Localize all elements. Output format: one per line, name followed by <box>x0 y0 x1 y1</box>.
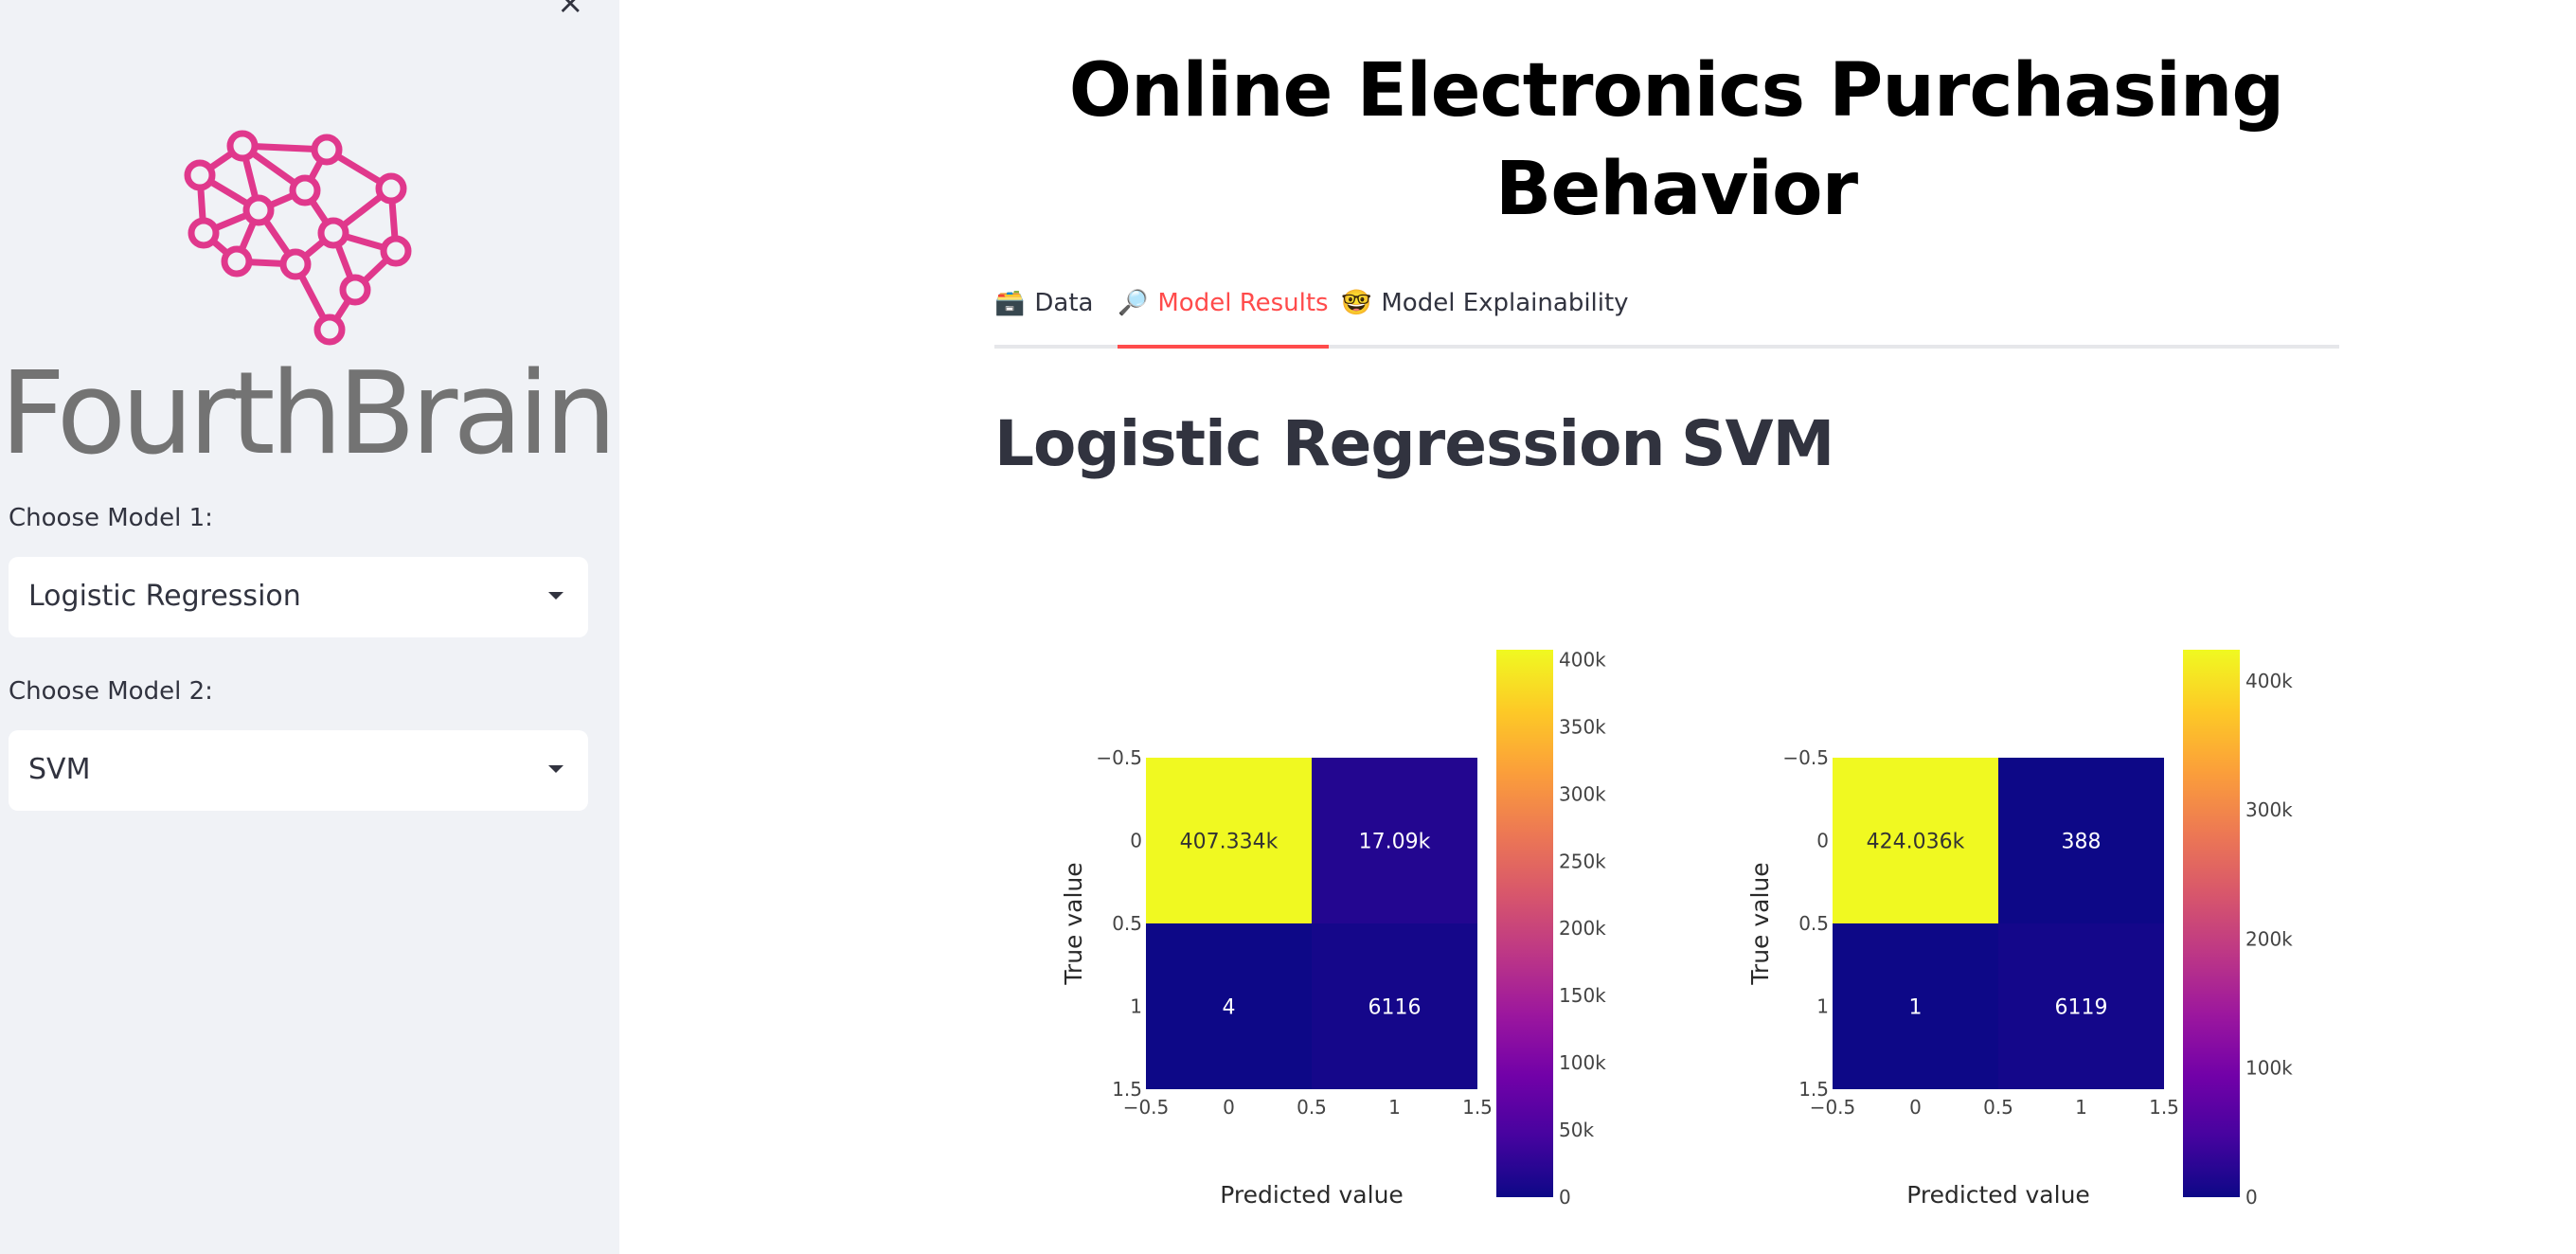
colorbar-tick-label: 300k <box>2245 798 2293 821</box>
model2-select[interactable]: SVM <box>9 730 588 811</box>
model2-selected-value: SVM <box>28 753 91 786</box>
cell-value-label: 388 <box>2062 831 2102 854</box>
tab-model-explainability[interactable]: 🤓 Model Explainability <box>1341 284 1629 345</box>
x-tick-label: 1 <box>2075 1096 2087 1119</box>
x-tick-label: 1.5 <box>2149 1096 2179 1119</box>
tab-label: Model Results <box>1157 289 1329 317</box>
cell-value-label: 17.09k <box>1359 831 1431 854</box>
x-tick-label: −0.5 <box>1810 1096 1856 1119</box>
colorbar-tick-label: 400k <box>1559 648 1606 671</box>
heatmap-cell <box>1998 923 2164 1089</box>
colorbar-tick-label: 0 <box>1559 1186 1571 1209</box>
heatmap-cell <box>1312 923 1477 1089</box>
tab-label: Data <box>1034 289 1094 317</box>
tab-bar: 🗃️ Data 🔎 Model Results 🤓 Model Explaina… <box>994 284 2339 349</box>
model1-selected-value: Logistic Regression <box>28 580 301 613</box>
close-sidebar-icon[interactable]: × <box>557 0 584 22</box>
cell-value-label: 6119 <box>2055 996 2108 1020</box>
colorbar <box>2183 650 2240 1197</box>
sidebar: × <box>0 0 619 1254</box>
x-tick-label: 0 <box>1223 1096 1235 1119</box>
cell-value-label: 6116 <box>1368 996 1422 1020</box>
cell-value-label: 424.036k <box>1867 831 1965 854</box>
y-tick-label: 1 <box>1130 995 1142 1018</box>
model2-label: Choose Model 2: <box>9 677 213 706</box>
cell-value-label: 1 <box>1909 996 1923 1020</box>
model1-label: Choose Model 1: <box>9 504 213 532</box>
magnifier-icon: 🔎 <box>1118 289 1149 317</box>
tab-label: Model Explainability <box>1381 289 1629 317</box>
chevron-down-icon <box>548 765 564 773</box>
x-tick-label: 0 <box>1909 1096 1922 1119</box>
x-tick-label: 0.5 <box>1983 1096 2013 1119</box>
nerd-face-icon: 🤓 <box>1341 289 1372 317</box>
heatmap-cell <box>1146 923 1312 1089</box>
x-axis-title: Predicted value <box>1906 1181 2090 1209</box>
tab-data[interactable]: 🗃️ Data <box>994 284 1093 345</box>
y-tick-label: 0 <box>1816 830 1829 852</box>
colorbar-tick-label: 400k <box>2245 670 2293 692</box>
heatmap-cell <box>1833 923 1998 1089</box>
colorbar-tick-label: 150k <box>1559 984 1606 1007</box>
x-tick-label: 1 <box>1388 1096 1401 1119</box>
y-tick-label: 0.5 <box>1798 912 1829 935</box>
x-tick-label: 1.5 <box>1462 1096 1493 1119</box>
colorbar-tick-label: 100k <box>2245 1057 2293 1080</box>
model1-heading: Logistic Regression <box>994 407 1665 480</box>
cell-value-label: 407.334k <box>1180 831 1279 854</box>
x-tick-label: 0.5 <box>1297 1096 1327 1119</box>
heatmap-cell <box>1312 758 1477 923</box>
heatmap-cell <box>1998 758 2164 923</box>
card-index-icon: 🗃️ <box>994 289 1026 317</box>
heatmap-cell <box>1146 758 1312 923</box>
cell-value-label: 4 <box>1223 996 1236 1020</box>
y-tick-label: −0.5 <box>1782 746 1829 769</box>
colorbar-tick-label: 100k <box>1559 1051 1606 1074</box>
model1-select[interactable]: Logistic Regression <box>9 557 588 637</box>
y-tick-label: 0 <box>1130 830 1142 852</box>
colorbar-tick-label: 250k <box>1559 850 1606 872</box>
colorbar-tick-label: 50k <box>1559 1119 1594 1141</box>
chevron-down-icon <box>548 592 564 600</box>
y-tick-label: 0.5 <box>1112 912 1142 935</box>
y-tick-label: 1.5 <box>1798 1078 1829 1101</box>
x-tick-label: −0.5 <box>1123 1096 1170 1119</box>
colorbar-tick-label: 0 <box>2245 1186 2258 1209</box>
colorbar-tick-label: 350k <box>1559 715 1606 738</box>
model2-heading: SVM <box>1681 407 1834 480</box>
tab-model-results[interactable]: 🔎 Model Results <box>1118 284 1329 349</box>
colorbar-tick-label: 200k <box>2245 927 2293 950</box>
heatmap-cell <box>1833 758 1998 923</box>
colorbar <box>1496 650 1553 1197</box>
colorbar-tick-label: 300k <box>1559 782 1606 805</box>
x-axis-title: Predicted value <box>1220 1181 1404 1209</box>
y-tick-label: 1.5 <box>1112 1078 1142 1101</box>
brain-network-icon <box>184 130 412 346</box>
colorbar-tick-label: 200k <box>1559 917 1606 940</box>
y-tick-label: 1 <box>1816 995 1829 1018</box>
page-title: Online Electronics Purchasing Behavior <box>1068 48 2285 232</box>
y-axis-title: True value <box>1746 862 1774 985</box>
brand-wordmark: FourthBrain <box>0 349 617 480</box>
y-tick-label: −0.5 <box>1096 746 1142 769</box>
y-axis-title: True value <box>1060 862 1087 985</box>
